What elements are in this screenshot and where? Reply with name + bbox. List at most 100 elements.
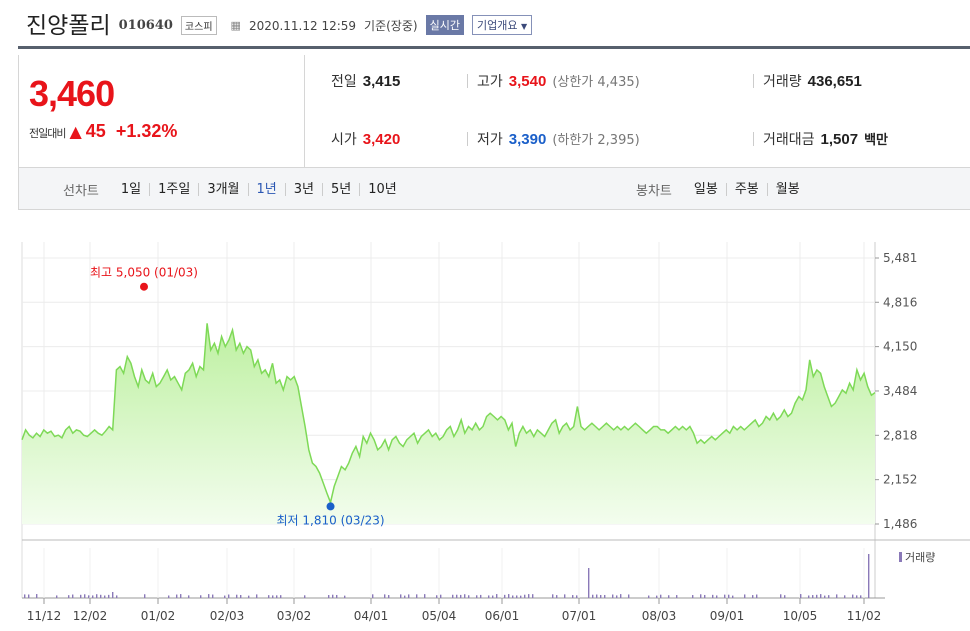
realtime-button[interactable]: 실시간 [425, 15, 464, 35]
volume-bar [728, 594, 730, 598]
volume-bar [256, 594, 258, 598]
divider [467, 132, 468, 146]
volume-bar [424, 594, 426, 598]
volume-bar [516, 595, 518, 598]
x-tick-label: 08/03 [642, 609, 677, 623]
tab-3m[interactable]: 3개월 [198, 183, 247, 196]
volume-bar [100, 594, 102, 598]
header-divider [18, 46, 970, 49]
volume-bar [468, 595, 470, 598]
volume-bar [556, 595, 558, 598]
tab-monthly[interactable]: 월봉 [766, 183, 808, 196]
volume-bar [180, 594, 182, 598]
candle-chart-title: 봉차트 [636, 184, 672, 199]
volume-bar [692, 595, 694, 598]
volume-bar [108, 594, 110, 598]
volume-bar [436, 595, 438, 598]
tab-1d[interactable]: 1일 [120, 182, 142, 197]
volume-bar [416, 594, 418, 598]
x-tick-label: 11/02 [847, 609, 882, 623]
change-label: 전일대비 [29, 127, 66, 140]
volume-bar [868, 554, 870, 598]
volume-bar [336, 594, 338, 598]
y-tick-label: 2,152 [883, 473, 917, 487]
price-summary: 3,460 전일대비 ▲ 45 +1.32% 전일 3,415 고가 3,540… [18, 55, 970, 168]
stat-label: 저가 [477, 132, 503, 148]
volume-bar [344, 595, 346, 598]
quote-basis: 기준(장중) [364, 19, 418, 33]
volume-bar [144, 594, 146, 598]
volume-bar [844, 595, 846, 598]
company-overview-label: 기업개요 [476, 19, 518, 32]
volume-bar [816, 594, 818, 598]
tab-10y[interactable]: 10년 [359, 183, 405, 196]
volume-bar [88, 595, 90, 598]
y-tick-label: 5,481 [883, 251, 917, 265]
volume-bar [660, 594, 662, 598]
divider [467, 74, 468, 88]
y-tick-label: 4,816 [883, 295, 917, 309]
stock-code: 010640 [118, 18, 173, 33]
volume-bar [600, 594, 602, 598]
volume-bar [528, 594, 530, 598]
stock-header: 진양폴리 010640 코스피 ▦ 2020.11.12 12:59 기준(장중… [26, 6, 533, 40]
company-overview-dropdown[interactable]: 기업개요 ▼ [471, 15, 533, 35]
volume-bar [460, 594, 462, 598]
volume-bar [84, 594, 86, 598]
volume-bar [508, 594, 510, 598]
tab-daily[interactable]: 일봉 [693, 182, 718, 197]
volume-bar [828, 595, 830, 598]
volume-bar [208, 594, 210, 598]
volume-bar [620, 594, 622, 598]
volume-bar [400, 594, 402, 598]
volume-bar [520, 595, 522, 598]
y-tick-label: 4,150 [883, 340, 917, 354]
volume-bar [524, 594, 526, 598]
volume-bar [304, 595, 306, 598]
chevron-down-icon: ▼ [520, 22, 528, 31]
candle-chart-tabs: 봉차트 일봉 주봉 월봉 [636, 180, 808, 199]
volume-bar [716, 595, 718, 598]
y-tick-label: 2,818 [883, 428, 917, 442]
low-marker [326, 502, 335, 511]
stat-volume: 거래량 436,651 [763, 71, 862, 91]
volume-bar [488, 595, 490, 598]
tab-1w[interactable]: 1주일 [149, 183, 198, 196]
volume-bar [724, 594, 726, 598]
low-annotation: 최저 1,810 (03/23) [277, 513, 385, 527]
price-line [21, 323, 876, 505]
tab-weekly[interactable]: 주봉 [725, 183, 767, 196]
x-tick-label: 05/04 [422, 609, 457, 623]
x-tick-label: 11/12 [27, 609, 62, 623]
stat-unit: 백만 [864, 132, 888, 147]
price-change: 전일대비 ▲ 45 +1.32% [29, 121, 177, 142]
volume-bar [824, 595, 826, 598]
volume-bar [552, 594, 554, 598]
volume-bar [268, 595, 270, 598]
volume-bar [440, 594, 442, 598]
volume-bar [188, 595, 190, 598]
price-area-fill [22, 323, 875, 524]
volume-bar [212, 594, 214, 598]
tab-5y[interactable]: 5년 [322, 183, 359, 196]
volume-bar [248, 595, 250, 598]
volume-bar [240, 594, 242, 598]
line-chart-title: 선차트 [63, 184, 99, 199]
volume-bar [532, 594, 534, 598]
tab-3y[interactable]: 3년 [284, 183, 322, 196]
volume-bar [576, 595, 578, 598]
volume-bar [464, 594, 466, 598]
volume-bar [744, 594, 746, 598]
volume-bar [860, 595, 862, 598]
volume-bar [168, 595, 170, 598]
volume-bar [836, 594, 838, 598]
volume-bar [280, 595, 282, 598]
x-tick-label: 10/05 [783, 609, 818, 623]
volume-bar [616, 595, 618, 598]
volume-bar [856, 595, 858, 598]
volume-legend-label: 거래량 [905, 551, 935, 564]
high-marker [140, 282, 148, 291]
tab-1y[interactable]: 1년 [247, 183, 285, 196]
volume-bar [56, 595, 58, 598]
chart-period-tabs: 선차트 1일 1주일 3개월 1년 3년 5년 10년 봉차트 일봉 주봉 월봉 [18, 168, 970, 210]
